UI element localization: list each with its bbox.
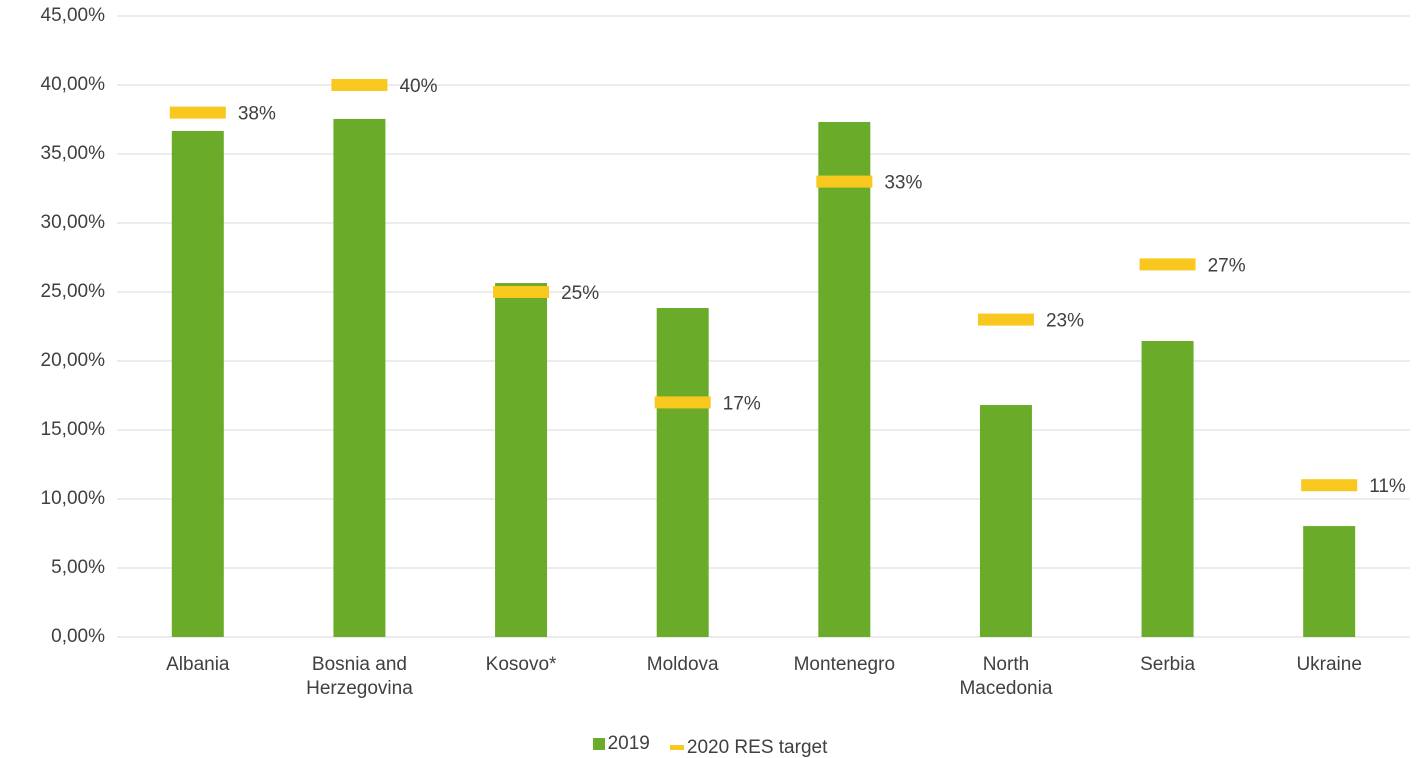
y-tick-label: 10,00%: [41, 488, 106, 509]
y-tick-label: 45,00%: [41, 5, 106, 26]
y-tick-label: 0,00%: [51, 626, 105, 647]
data-label: 33%: [884, 173, 922, 194]
y-tick-label: 30,00%: [41, 212, 106, 233]
target-marker: [816, 175, 873, 188]
target-marker: [493, 286, 550, 298]
target-marker: [654, 396, 711, 409]
x-tick-label: Albania: [166, 654, 230, 675]
bar: [171, 130, 224, 638]
x-tick-label: North Macedonia: [959, 654, 1053, 699]
data-label: 38%: [238, 104, 276, 125]
bar: [1303, 526, 1356, 637]
y-tick-label: 20,00%: [41, 350, 106, 371]
bar: [1141, 340, 1194, 637]
legend-item: 2020 RES target: [669, 736, 828, 758]
data-label: 27%: [1208, 255, 1246, 276]
legend-label: 2020 RES target: [686, 736, 828, 758]
legend: 2019 2020 RES target: [0, 733, 1420, 758]
data-label: 40%: [399, 76, 437, 97]
y-tick-label: 40,00%: [41, 74, 106, 95]
x-tick-label: Kosovo*: [485, 654, 557, 675]
x-tick-label: Ukraine: [1296, 654, 1362, 675]
bar: [979, 405, 1032, 637]
y-tick-label: 5,00%: [51, 557, 105, 578]
target-marker: [1139, 258, 1196, 271]
legend-swatch: [592, 738, 605, 750]
data-label: 25%: [561, 283, 599, 304]
x-tick-label: Moldova: [646, 654, 719, 675]
y-tick-label: 15,00%: [41, 419, 106, 440]
bar: [495, 283, 548, 637]
data-label: 23%: [1046, 311, 1084, 332]
x-tick-label: Serbia: [1140, 654, 1196, 675]
legend-label: 2019: [607, 733, 650, 754]
data-label: 17%: [723, 393, 761, 414]
legend-item: 2019: [592, 733, 650, 755]
legend-swatch: [669, 745, 684, 750]
x-tick-label: Bosnia and Herzegovina: [306, 654, 413, 699]
target-marker: [1301, 479, 1358, 492]
x-tick-label: Montenegro: [793, 654, 896, 675]
data-label: 11%: [1369, 476, 1406, 497]
bar: [656, 308, 709, 637]
target-marker: [331, 79, 388, 91]
bar: [818, 121, 871, 637]
bar: [333, 118, 386, 637]
target-marker: [169, 106, 226, 119]
y-tick-label: 35,00%: [41, 143, 106, 164]
y-tick-label: 25,00%: [41, 281, 106, 302]
target-marker: [977, 313, 1034, 326]
